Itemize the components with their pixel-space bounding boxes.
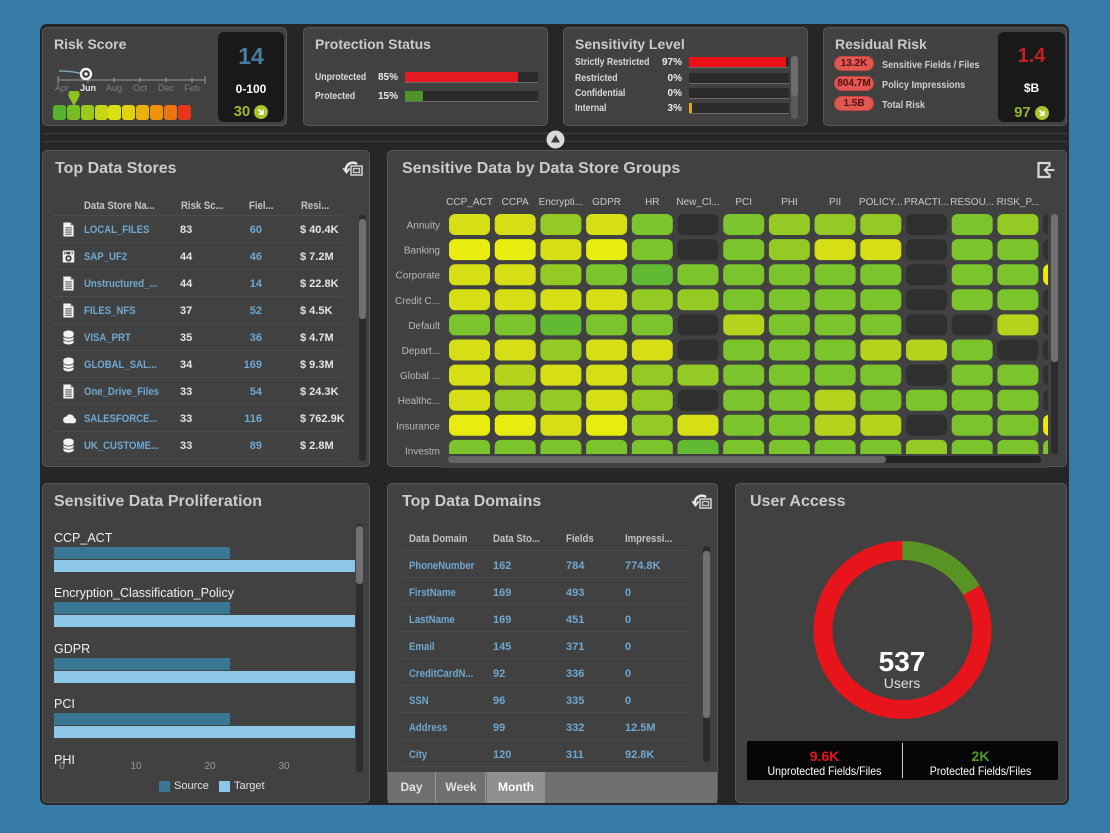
svg-text:Apr: Apr <box>55 83 69 93</box>
svg-text:Global ...: Global ... <box>400 371 440 382</box>
svg-text:Feb: Feb <box>184 83 200 93</box>
svg-text:PRACTI...: PRACTI... <box>904 197 949 208</box>
svg-text:New_Cl...: New_Cl... <box>676 197 719 208</box>
svg-text:Default: Default <box>408 321 440 332</box>
svg-text:Credit C...: Credit C... <box>395 296 440 307</box>
svg-text:Annuity: Annuity <box>407 221 440 232</box>
svg-text:RESOU...: RESOU... <box>950 197 994 208</box>
svg-text:GDPR: GDPR <box>592 197 621 208</box>
svg-text:Insurance: Insurance <box>396 421 440 432</box>
svg-text:Depart...: Depart... <box>402 346 440 357</box>
svg-text:Investm: Investm <box>405 446 440 457</box>
svg-text:Jun: Jun <box>80 83 96 93</box>
svg-text:RISK_P...: RISK_P... <box>997 197 1040 208</box>
svg-text:Oct: Oct <box>133 83 148 93</box>
svg-text:Encrypti...: Encrypti... <box>539 197 583 208</box>
svg-text:POLICY...: POLICY... <box>859 197 903 208</box>
svg-text:Dec: Dec <box>158 83 175 93</box>
svg-text:PCI: PCI <box>735 197 752 208</box>
svg-text:Aug: Aug <box>106 83 122 93</box>
svg-text:PHI: PHI <box>781 197 798 208</box>
svg-text:Corporate: Corporate <box>396 271 441 282</box>
svg-text:Healthc...: Healthc... <box>398 396 440 407</box>
svg-text:Banking: Banking <box>404 246 440 257</box>
svg-text:CCP_ACT: CCP_ACT <box>446 197 493 208</box>
svg-text:CCPA: CCPA <box>502 197 529 208</box>
svg-text:HR: HR <box>645 197 659 208</box>
svg-text:PII: PII <box>829 197 841 208</box>
